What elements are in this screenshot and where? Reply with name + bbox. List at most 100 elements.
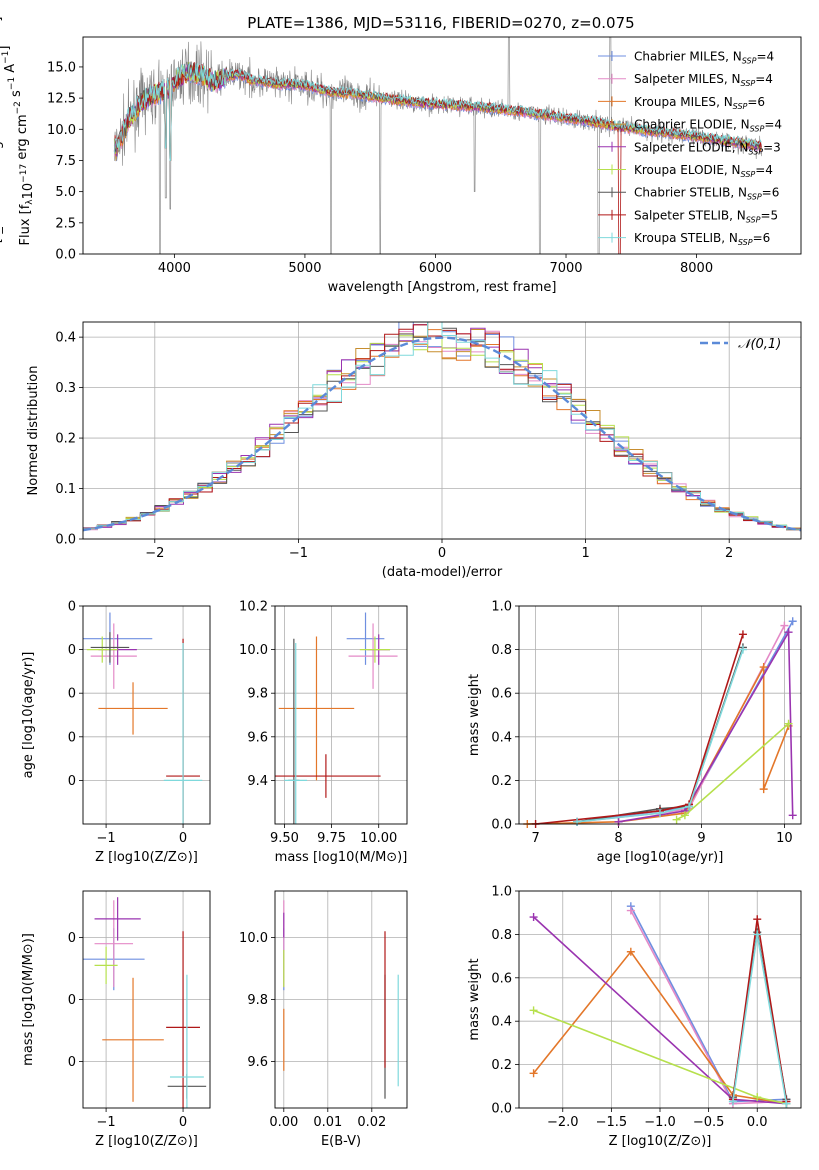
x-tick-label: 1 [581,546,589,561]
y-tick-label: 12.5 [47,92,76,107]
legend-label: Salpeter ELODIE, NSSP=3 [634,140,781,156]
panel-residuals: −2 −1 0 1 2 0.0 0.1 0.2 0.3 0.4 [55,321,802,561]
y-tick-label: 10.0 [239,643,268,658]
y-tick-label: 0.8 [491,928,512,943]
legend-label: Chabrier STELIB, NSSP=6 [634,186,779,202]
histogram-plot-area [83,322,801,533]
legend-label: Kroupa ELODIE, NSSP=4 [634,163,773,179]
x-axis-label: wavelength [Angstrom, rest frame] [328,280,557,295]
y-axis-label-part: −17 [19,164,29,183]
x-tick-label: 10.00 [360,831,397,846]
data-point-marker [626,906,635,915]
x-axis-label: Z [log10(Z/Z⊙)] [609,1134,712,1149]
y-tick-label: 0.8 [491,643,512,658]
series-line-chabrier-stelib [576,647,744,823]
x-axis-label: Z [log10(Z/Z⊙)] [95,850,198,865]
data-point-marker [728,1097,737,1106]
data-point-marker [626,947,635,956]
weight-vs-Z-plot-area [529,902,791,1108]
y-tick-label: 9.6 [247,730,268,745]
x-tick-label: 0.00 [269,1115,298,1130]
legend-model-name: Salpeter MILES [634,72,724,86]
series-line-kroupa-stelib [732,934,788,1104]
x-tick-label: −2.0 [547,1115,579,1130]
y-tick-label: 0.2 [491,774,512,789]
legend-n-label: , N [725,50,742,64]
spectrum-plot-area [113,37,762,254]
y-axis-label-part: erg cm [15,114,30,163]
x-tick-label: 10 [776,831,793,846]
y-tick-label: 0.6 [491,687,512,702]
y-axis-label-part: A [3,64,18,77]
y-axis-label: Normed distribution [26,366,41,496]
y-tick-label: 0.6 [491,971,512,986]
series-line-kroupa-elodie [676,723,790,821]
panel-age-vs-Z: −1 0 0 0 0 0 0 [68,600,211,846]
y-axis-label: mass weight [467,674,482,756]
axes-frame [82,36,802,255]
x-tick-label: 4000 [158,261,191,276]
legend-ssp-subscript: SSP [746,215,761,224]
x-tick-label: −1.5 [596,1115,628,1130]
legend-nssp-value: =4 [755,72,773,86]
y-axis-label-part: −2 [13,101,23,114]
y-tick-label: 9.6 [247,1055,268,1070]
x-tick-label: −1 [97,1115,116,1130]
y-axis-label-part: −1 [7,77,17,90]
data-point-marker [656,809,664,818]
legend-label: Chabrier MILES, NSSP=4 [634,50,774,66]
y-axis-label: Flux [f_λ 10^-17 erg cm^-2 s^-1 A^-1] [0,17,4,275]
series-line-kroupa-miles [527,666,790,825]
x-tick-label: 5000 [288,261,321,276]
x-tick-label: 2 [725,546,733,561]
axes-frame [82,321,802,540]
y-tick-label: 5.0 [55,185,76,200]
y-axis-label-part: Flux [f [18,204,33,245]
legend-n-label: , N [724,163,741,177]
legend-label: Salpeter STELIB, NSSP=5 [634,208,778,224]
y-tick-label: 0.4 [55,331,76,346]
x-tick-label: 6000 [419,261,452,276]
y-axis-label: age [log10(age/yr)] [21,652,36,779]
y-tick-label: 2.5 [55,216,76,231]
legend-nssp-value: =6 [753,231,771,245]
model-spectrum-kroupa-stelib [113,63,762,161]
data-point-marker [529,913,538,922]
y-axis-label-part: λ [25,199,35,205]
legend-nssp-value: =4 [755,163,773,177]
mass-vs-ebv-plot-area [283,900,399,1099]
legend-model-name: Chabrier ELODIE [634,118,733,132]
legend-model-name: Chabrier STELIB [634,186,730,200]
y-tick-label: 0.0 [55,533,76,548]
y-axis-label: mass weight [467,958,482,1040]
data-point-marker [759,663,768,672]
y-tick-label: 0 [68,993,76,1008]
legend-nssp-value: =5 [760,208,778,222]
normal-distribution-curve [83,336,801,532]
legend-label: Kroupa MILES, NSSP=6 [634,95,765,111]
panel-mass-vs-ebv: 0.00 0.01 0.02 9.6 9.8 10.0 [239,890,408,1130]
data-point-marker [680,811,689,820]
series-line-salpeter-miles [577,625,786,823]
legend-model-name: Kroupa ELODIE [634,163,724,177]
y-axis-label-part: ] [0,46,12,51]
y-axis-label-part: −1 [1,51,11,64]
legend-ssp-subscript: SSP [750,125,765,134]
legend-n-label: , N [729,208,746,222]
data-point-marker [672,815,681,824]
legend-nssp-value: =4 [756,50,774,64]
panel-weight-vs-Z: −2.0 −1.5 −1.0 −0.5 0.0 0.0 0.2 0.4 0.6 0.8 1.0 [491,885,802,1130]
x-axis-label: mass [log10(M/M⊙)] [275,850,408,865]
axes-frame [82,605,211,825]
x-tick-label: 8 [614,831,622,846]
legend-model-name: Kroupa MILES [634,95,716,109]
axes-frame [518,605,802,825]
y-tick-label: 1.0 [491,885,512,900]
data-point-marker [753,1093,762,1102]
axes-frame [274,605,408,825]
panel-weight-vs-age: 7 8 9 10 0.0 0.2 0.4 0.6 0.8 1.0 [491,600,802,846]
mass-vs-Z-plot-area [83,897,207,1108]
y-axis-label: mass [log10(M/M⊙)] [21,933,36,1066]
series-line-salpeter-stelib [535,634,744,825]
